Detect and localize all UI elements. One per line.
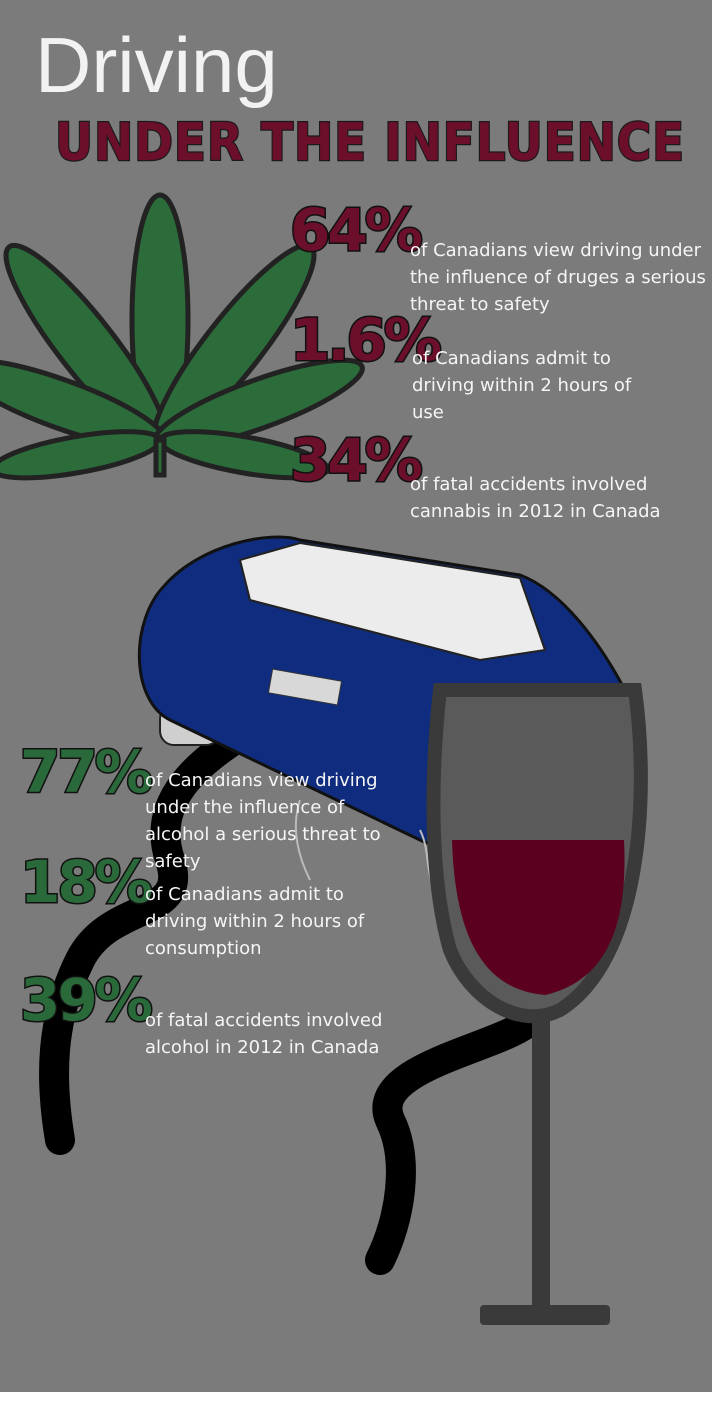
stat-text: cannabis in 2012 in Canada (410, 501, 661, 522)
stat-text: under the influence of (145, 797, 345, 818)
stat-figure: 77% (20, 738, 152, 806)
stat-text: alcohol a serious threat to (145, 824, 381, 845)
stat-text: of fatal accidents involved (410, 474, 647, 495)
wine-glass (426, 683, 648, 1325)
stat-text: safety (145, 851, 201, 872)
stat-figure: 39% (20, 966, 152, 1034)
stat-text: of Canadians admit to (412, 348, 611, 369)
subtitle: UNDER THE INFLUENCE (55, 113, 685, 173)
stat-text: driving within 2 hours of (145, 911, 365, 932)
cannabis-leaf (0, 192, 365, 481)
stat-text: of Canadians admit to (145, 884, 344, 905)
stat-text: alcohol in 2012 in Canada (145, 1037, 379, 1058)
stat-text: consumption (145, 938, 262, 959)
stat-text: the influence of druges a serious (410, 267, 706, 288)
stat-text: driving within 2 hours of (412, 375, 632, 396)
stat-figure: 18% (20, 848, 152, 916)
stat-figure: 1.6% (290, 306, 441, 374)
stat-text: threat to safety (410, 294, 550, 315)
tire-track (39, 715, 265, 1155)
title: Driving (35, 21, 278, 109)
stat-figure: 34% (290, 426, 422, 494)
stat-figure: 64% (290, 196, 422, 264)
stat-text: of fatal accidents involved (145, 1010, 382, 1031)
stat-text: use (412, 402, 444, 423)
stat-text: of Canadians view driving under (410, 240, 702, 261)
stat-text: of Canadians view driving (145, 770, 378, 791)
